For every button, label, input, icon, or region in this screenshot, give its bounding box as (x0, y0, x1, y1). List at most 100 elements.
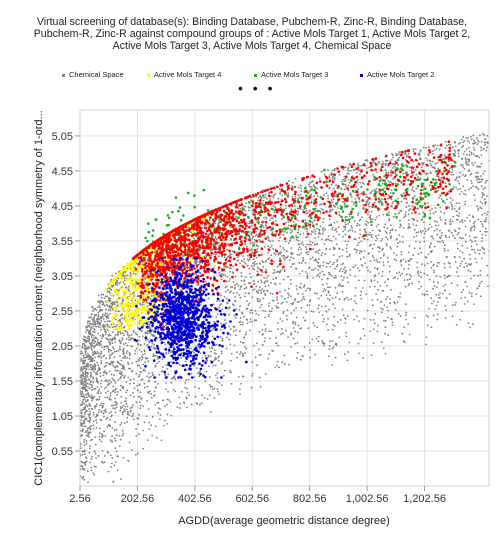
chemical-space-point (352, 266, 355, 268)
chemical-space-point (94, 364, 97, 367)
chemical-space-point (222, 273, 225, 276)
chemical-space-point (177, 362, 180, 365)
chemical-space-point (154, 404, 157, 406)
chemical-space-point (453, 229, 456, 231)
chemical-space-point (427, 315, 430, 318)
chemical-space-point (243, 315, 245, 318)
chemical-space-point (85, 418, 88, 420)
legend-item-target-2[interactable]: Active Mols Target 2 (360, 70, 434, 80)
chemical-space-point (413, 190, 415, 193)
chemical-space-point (255, 256, 258, 259)
chemical-space-point (462, 166, 464, 168)
chemical-space-point (100, 350, 103, 353)
chemical-space-point (87, 364, 89, 367)
chemical-space-point (452, 234, 455, 237)
chemical-space-point (120, 314, 122, 317)
chemical-space-point (486, 274, 489, 277)
chemical-space-point (270, 310, 273, 313)
chemical-space-point (476, 176, 478, 179)
chemical-space-point (369, 260, 372, 262)
chemical-space-point (108, 287, 111, 290)
chemical-space-point (235, 329, 238, 331)
chemical-space-point (295, 235, 298, 237)
chemical-space-point (239, 353, 241, 355)
chemical-space-point (454, 237, 456, 240)
chemical-space-point (394, 302, 396, 305)
chemical-space-point (275, 342, 277, 345)
chemical-space-point (299, 193, 302, 196)
chemical-space-point (124, 357, 126, 360)
chemical-space-point (327, 317, 329, 320)
chemical-space-point (328, 348, 331, 350)
chemical-space-point (347, 240, 350, 243)
chemical-space-point (121, 298, 124, 301)
chemical-space-point (267, 284, 270, 287)
chemical-space-point (483, 170, 486, 173)
chemical-space-point (479, 134, 481, 137)
legend-item-chemical-space[interactable]: Chemical Space (62, 70, 124, 80)
chemical-space-point (279, 206, 282, 209)
chemical-space-point (325, 294, 328, 296)
chemical-space-point (398, 271, 401, 274)
chemical-space-point (229, 267, 231, 269)
chemical-space-point (471, 248, 473, 251)
chemical-space-point (190, 372, 193, 375)
chemical-space-point (88, 383, 90, 385)
chemical-space-point (473, 139, 475, 142)
chemical-space-point (148, 421, 151, 424)
chemical-space-point (240, 275, 243, 278)
chemical-space-point (281, 361, 284, 364)
chemical-space-point (106, 380, 109, 383)
chemical-space-point (255, 319, 258, 322)
chemical-space-point (397, 242, 399, 245)
chemical-space-point (105, 331, 107, 333)
chemical-space-point (194, 386, 197, 388)
chemical-space-point (257, 280, 260, 283)
chemical-space-point (472, 153, 475, 155)
chemical-space-point (344, 216, 347, 219)
chemical-space-point (319, 212, 322, 214)
legend-more-indicator[interactable]: • • • (238, 80, 276, 96)
chemical-space-point (386, 244, 388, 247)
chemical-space-point (302, 256, 305, 259)
chemical-space-point (316, 227, 318, 230)
chemical-space-point (95, 426, 98, 429)
chemical-space-point (213, 397, 216, 399)
chemical-space-point (344, 266, 346, 269)
chemical-space-point (86, 329, 89, 332)
chemical-space-point (294, 321, 297, 324)
chemical-space-point (232, 281, 235, 283)
chemical-space-point (425, 314, 428, 317)
chemical-space-point (283, 255, 286, 257)
chemical-space-point (253, 288, 256, 291)
chemical-space-point (109, 454, 112, 457)
chemical-space-point (263, 246, 266, 248)
chemical-space-point (389, 224, 392, 227)
chemical-space-point (300, 187, 302, 190)
chemical-space-point (400, 180, 402, 183)
chemical-space-point (166, 368, 169, 370)
chemical-space-point (297, 236, 300, 239)
chemical-space-point (108, 412, 111, 414)
chemical-space-point (475, 236, 478, 239)
chemical-space-point (295, 307, 297, 310)
chemical-space-point (463, 257, 466, 260)
chemical-space-point (389, 229, 392, 232)
chemical-space-point (341, 255, 344, 257)
chemical-space-point (315, 223, 318, 226)
chemical-space-point (263, 196, 265, 199)
legend-item-target-4[interactable]: Active Mols Target 4 (147, 70, 221, 80)
chemical-space-point (400, 264, 403, 267)
chemical-space-point (274, 193, 277, 196)
legend-item-target-3[interactable]: Active Mols Target 3 (254, 70, 328, 80)
chemical-space-point (107, 390, 109, 393)
chemical-space-point (88, 408, 90, 410)
chemical-space-point (400, 181, 402, 184)
chemical-space-point (321, 252, 324, 254)
chemical-space-point (459, 318, 462, 321)
chemical-space-point (455, 301, 457, 304)
chemical-space-point (107, 334, 110, 337)
chemical-space-point (338, 247, 341, 250)
chemical-space-point (88, 447, 91, 450)
chemical-space-point (238, 225, 240, 227)
